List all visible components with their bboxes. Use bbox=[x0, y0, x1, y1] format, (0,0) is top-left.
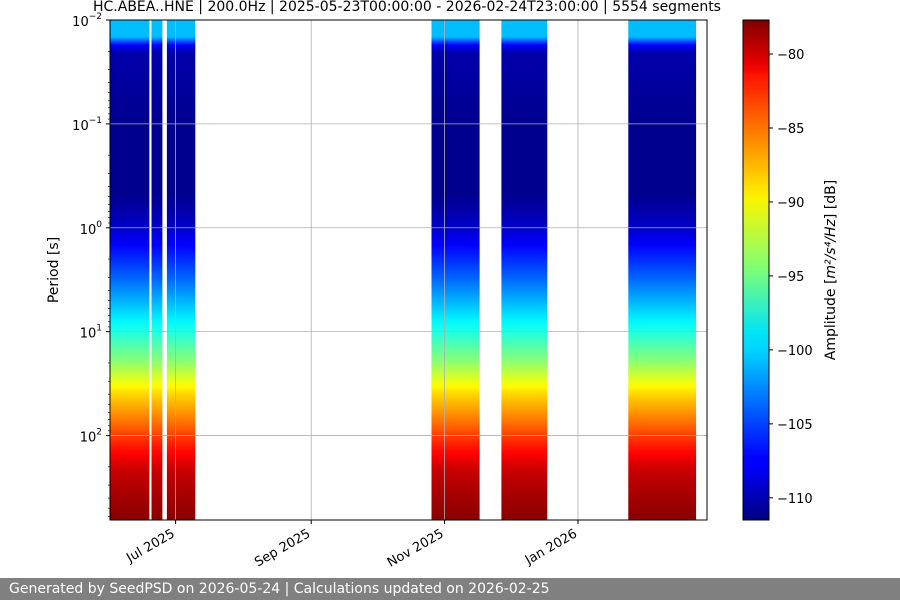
data-segment bbox=[501, 20, 548, 520]
plot-frame bbox=[109, 19, 708, 521]
x-tick-label: Jan 2026 bbox=[522, 526, 580, 568]
data-segment bbox=[628, 20, 697, 520]
x-tick-label: Nov 2025 bbox=[385, 526, 447, 570]
colorbar-label-main: Amplitude [ bbox=[823, 279, 839, 361]
colorbar-label-unit: m²/s⁴/Hz bbox=[823, 218, 839, 278]
colorbar bbox=[742, 19, 770, 521]
chart-title: HC.ABEA..HNE | 200.0Hz | 2025-05-23T00:0… bbox=[93, 0, 721, 15]
y-tick-label: 102 bbox=[80, 428, 102, 446]
data-segment bbox=[151, 20, 163, 520]
x-axis: Jul 2025 Sep 2025 Nov 2025 Jan 2026 bbox=[123, 520, 580, 571]
footer-text: Generated by SeedPSD on 2026-05-24 | Cal… bbox=[9, 581, 550, 597]
y-tick-label: 10−1 bbox=[72, 116, 102, 134]
data-segment bbox=[110, 20, 150, 520]
heatmap bbox=[110, 20, 697, 520]
colorbar-tick-label: −100 bbox=[777, 344, 813, 359]
colorbar-tick-label: −80 bbox=[777, 48, 804, 63]
footer-bar: Generated by SeedPSD on 2026-05-24 | Cal… bbox=[0, 578, 900, 600]
data-segment bbox=[431, 20, 480, 520]
colorbar-tick-label: −85 bbox=[777, 122, 804, 137]
colorbar-tick-label: −105 bbox=[777, 418, 813, 433]
y-tick-label: 10−2 bbox=[72, 12, 102, 30]
colorbar-tick-label: −95 bbox=[777, 270, 804, 285]
y-axis: 10−2 10−1 100 101 102 bbox=[72, 12, 110, 517]
plot-area-background bbox=[110, 20, 707, 520]
colorbar-ticks: −80 −85 −90 −95 −100 −105 −110 bbox=[769, 48, 813, 507]
colorbar-label: Amplitude [m²/s⁴/Hz] [dB] bbox=[823, 180, 839, 360]
colorbar-tick-label: −90 bbox=[777, 196, 804, 211]
x-tick-label: Sep 2025 bbox=[252, 526, 313, 570]
y-tick-label: 101 bbox=[80, 324, 102, 342]
colorbar-tick-label: −110 bbox=[777, 492, 813, 507]
colorbar-label-end: ] [dB] bbox=[823, 180, 839, 219]
y-tick-label: 100 bbox=[80, 220, 103, 238]
x-tick-label: Jul 2025 bbox=[123, 526, 177, 566]
data-segment bbox=[166, 20, 196, 520]
y-axis-label: Period [s] bbox=[46, 237, 62, 303]
psd-chart: HC.ABEA..HNE | 200.0Hz | 2025-05-23T00:0… bbox=[46, 0, 839, 571]
